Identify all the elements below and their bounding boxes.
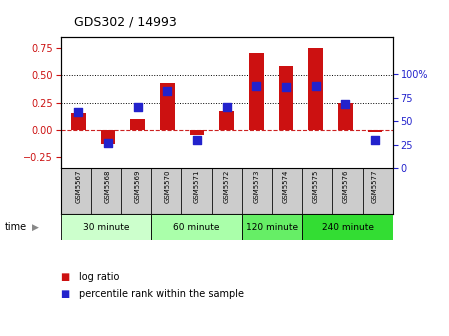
Bar [160,83,175,130]
Bar [181,168,211,214]
Bar [151,168,181,214]
Text: GSM5577: GSM5577 [372,170,378,203]
Text: percentile rank within the sample: percentile rank within the sample [79,289,243,299]
Point [164,89,171,94]
Bar [368,130,383,132]
Point [253,83,260,88]
Text: GSM5573: GSM5573 [253,170,260,203]
Text: GSM5570: GSM5570 [164,170,171,203]
Text: GSM5569: GSM5569 [135,170,141,203]
Text: 120 minute: 120 minute [246,223,298,232]
Point [75,109,82,115]
Text: GSM5575: GSM5575 [313,170,319,203]
Text: 30 minute: 30 minute [83,223,129,232]
Bar [91,168,121,214]
Bar [272,168,302,214]
Point [312,83,319,88]
Text: log ratio: log ratio [79,272,119,282]
Point [371,137,379,143]
Bar [61,214,151,240]
Text: time: time [4,222,26,232]
Text: 240 minute: 240 minute [321,223,374,232]
Bar [242,168,272,214]
Text: GSM5567: GSM5567 [75,170,81,203]
Bar [279,67,294,130]
Bar [61,168,91,214]
Bar [151,214,242,240]
Point [105,140,112,145]
Text: ■: ■ [61,272,70,282]
Bar [308,48,323,130]
Bar [332,168,363,214]
Point [342,102,349,107]
Point [282,84,290,89]
Bar [302,214,393,240]
Point [223,104,230,110]
Bar [302,168,332,214]
Bar [338,102,353,130]
Bar [249,53,264,130]
Text: GSM5572: GSM5572 [224,170,230,203]
Bar [242,214,302,240]
Text: GSM5574: GSM5574 [283,170,289,203]
Text: GSM5571: GSM5571 [194,170,200,203]
Text: GSM5576: GSM5576 [343,170,348,203]
Bar [101,130,115,144]
Bar [211,168,242,214]
Text: GDS302 / 14993: GDS302 / 14993 [75,15,177,29]
Text: ■: ■ [61,289,70,299]
Text: 60 minute: 60 minute [173,223,220,232]
Bar [189,130,204,135]
Bar [71,114,86,130]
Bar [219,111,234,130]
Text: ▶: ▶ [32,223,39,232]
Bar [130,119,145,130]
Point [134,104,141,110]
Bar [121,168,151,214]
Text: GSM5568: GSM5568 [105,170,111,203]
Bar [363,168,393,214]
Point [194,137,201,143]
